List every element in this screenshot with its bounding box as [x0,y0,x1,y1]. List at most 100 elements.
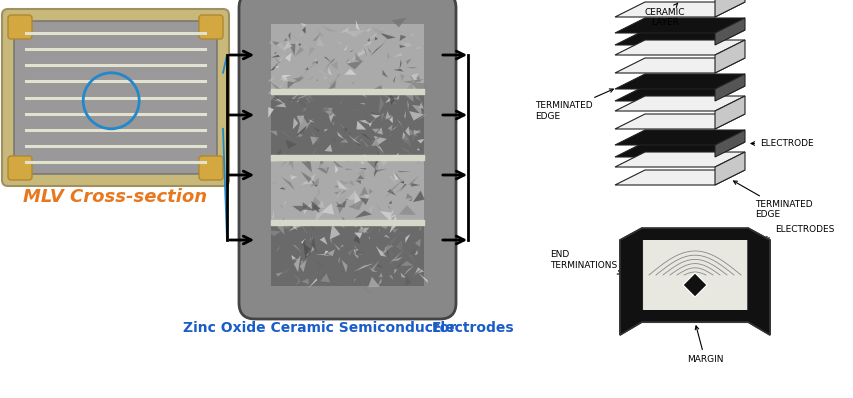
Polygon shape [346,190,355,200]
Polygon shape [347,60,348,66]
Polygon shape [403,29,413,33]
Polygon shape [271,90,280,103]
Polygon shape [329,224,339,239]
Polygon shape [273,78,276,82]
Polygon shape [301,60,320,76]
Polygon shape [399,184,406,191]
Polygon shape [293,117,298,129]
Polygon shape [308,47,315,57]
Polygon shape [714,40,744,73]
Polygon shape [371,34,374,36]
Polygon shape [288,99,293,101]
Polygon shape [296,124,310,137]
Polygon shape [270,156,282,162]
Polygon shape [380,211,392,222]
Polygon shape [391,142,397,148]
Polygon shape [330,61,337,70]
Polygon shape [301,158,306,164]
Polygon shape [614,30,744,45]
Polygon shape [299,98,306,107]
Polygon shape [357,175,363,179]
Polygon shape [311,146,317,159]
Polygon shape [363,166,373,175]
Polygon shape [380,222,389,230]
Polygon shape [400,273,406,278]
Polygon shape [363,194,369,200]
Polygon shape [281,177,294,190]
Polygon shape [354,232,362,239]
Polygon shape [292,75,302,84]
Polygon shape [419,102,423,109]
Polygon shape [281,75,292,78]
Polygon shape [358,103,365,105]
Polygon shape [320,25,336,31]
Polygon shape [320,202,324,211]
Polygon shape [282,76,288,81]
Polygon shape [312,209,316,212]
Polygon shape [714,152,744,185]
Polygon shape [408,179,415,185]
Polygon shape [614,74,744,89]
Polygon shape [316,37,324,46]
FancyBboxPatch shape [8,15,32,39]
Polygon shape [307,246,312,256]
Polygon shape [327,249,334,256]
Polygon shape [365,113,368,124]
Polygon shape [392,171,397,181]
Polygon shape [377,264,383,268]
Polygon shape [368,277,380,287]
Polygon shape [354,217,357,227]
Polygon shape [311,236,313,240]
Polygon shape [374,37,378,41]
Polygon shape [374,85,383,93]
Polygon shape [358,186,368,196]
Polygon shape [355,20,360,31]
Polygon shape [747,228,769,335]
Polygon shape [410,183,420,187]
Polygon shape [387,206,392,211]
Polygon shape [321,106,330,112]
Polygon shape [344,199,349,200]
Polygon shape [614,2,744,17]
Polygon shape [315,270,318,273]
Polygon shape [361,176,363,179]
Polygon shape [276,224,284,235]
Polygon shape [378,96,384,113]
Polygon shape [300,23,306,27]
Polygon shape [359,50,362,52]
Polygon shape [614,58,744,73]
Polygon shape [388,92,394,105]
Polygon shape [310,130,319,144]
Polygon shape [376,127,382,135]
Polygon shape [385,178,404,198]
Polygon shape [323,57,334,72]
Polygon shape [271,41,279,45]
Polygon shape [293,256,300,272]
Polygon shape [338,256,340,263]
Polygon shape [358,226,368,233]
Polygon shape [400,261,413,266]
Polygon shape [409,247,415,254]
Polygon shape [292,77,305,81]
Polygon shape [714,130,744,157]
Polygon shape [330,160,332,161]
Polygon shape [354,191,362,208]
Polygon shape [299,259,306,272]
Text: TERMINATED
EDGE: TERMINATED EDGE [534,89,612,121]
Polygon shape [315,254,332,256]
Polygon shape [355,180,361,184]
Bar [641,310,747,322]
Polygon shape [387,115,392,120]
Polygon shape [301,238,305,244]
Polygon shape [311,61,316,64]
Polygon shape [283,187,286,189]
Polygon shape [415,239,421,247]
Polygon shape [304,67,307,78]
Polygon shape [291,255,295,260]
Polygon shape [405,274,410,287]
Polygon shape [379,33,396,39]
Polygon shape [336,180,348,190]
Text: MLV Cross-section: MLV Cross-section [23,188,207,206]
Polygon shape [380,230,385,236]
Polygon shape [363,156,371,164]
